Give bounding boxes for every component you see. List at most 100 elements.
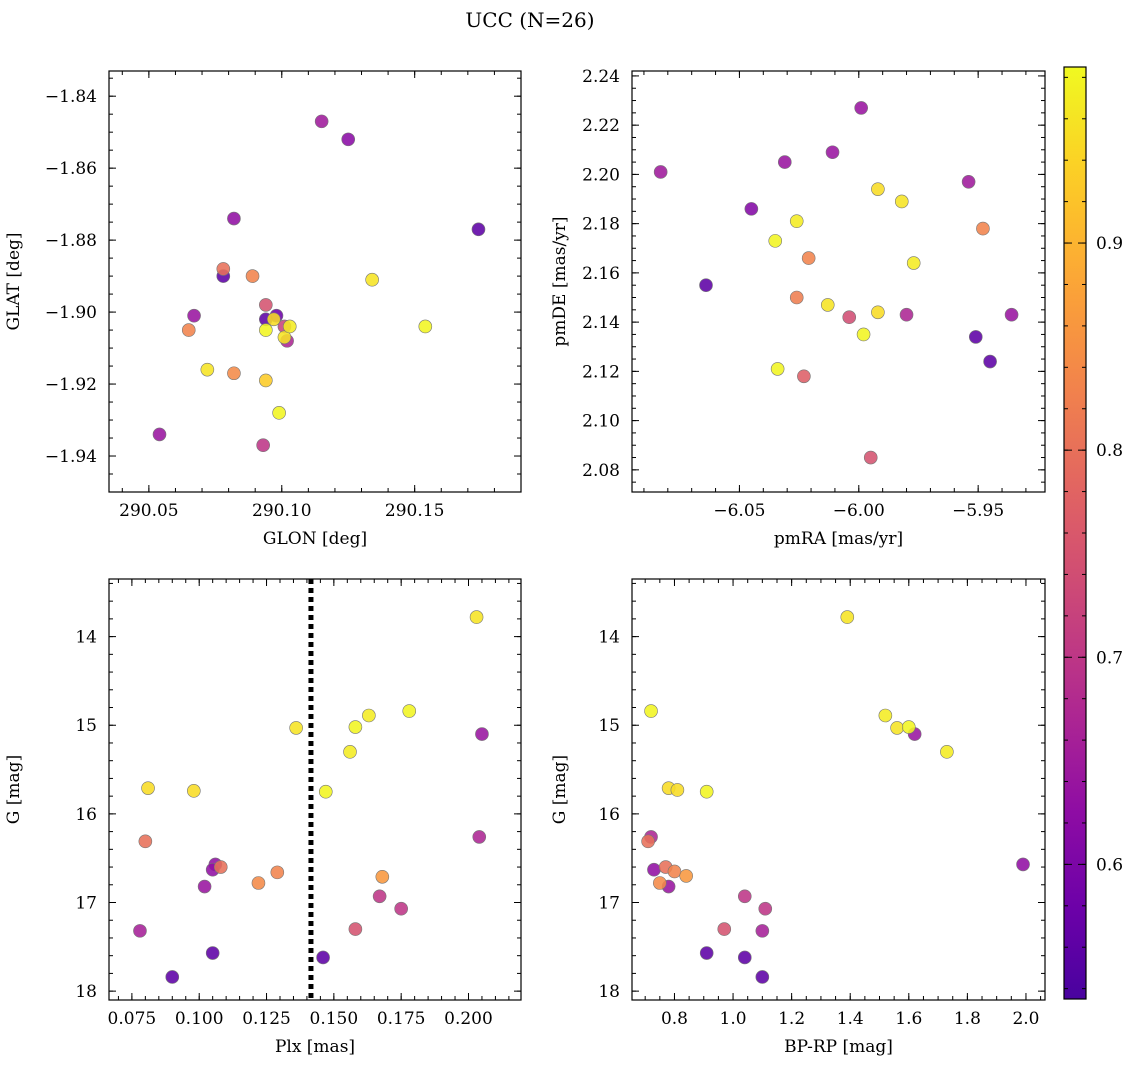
scatter-point bbox=[259, 323, 273, 337]
colorbar-tick-label: 0.9 bbox=[1096, 234, 1123, 254]
scatter-points-glon-glat bbox=[152, 114, 486, 453]
scatter-point bbox=[289, 721, 303, 735]
x-axis-label: pmRA [mas/yr] bbox=[774, 529, 903, 549]
x-tick-label: 0.200 bbox=[444, 1009, 493, 1029]
scatter-point bbox=[1016, 857, 1030, 872]
y-tick-label: 17 bbox=[598, 894, 620, 914]
scatter-point bbox=[348, 720, 363, 734]
y-tick-label: 16 bbox=[75, 805, 97, 825]
scatter-point bbox=[699, 946, 714, 960]
scatter-point bbox=[216, 262, 231, 276]
scatter-point bbox=[755, 970, 770, 984]
scatter-point bbox=[653, 876, 667, 890]
scatter-point bbox=[699, 278, 713, 292]
scatter-point bbox=[277, 330, 292, 345]
scatter-point bbox=[245, 269, 260, 283]
x-tick-label: −6.05 bbox=[713, 501, 765, 521]
scatter-point bbox=[270, 865, 285, 880]
scatter-point bbox=[871, 305, 885, 320]
scatter-point bbox=[343, 745, 357, 759]
axis-ticks bbox=[632, 71, 1045, 492]
scatter-point bbox=[940, 745, 954, 759]
scatter-point bbox=[475, 727, 489, 741]
scatter-point bbox=[755, 924, 770, 938]
y-axis-label: G [mag] bbox=[550, 755, 570, 824]
scatter-point bbox=[141, 781, 155, 795]
y-tick-label: 2.20 bbox=[582, 165, 620, 185]
tick-labels: 0.8 1.0 1.2 1.4 1.6 1.8 2.0 14 15 16 17 18 bbox=[598, 628, 1039, 1029]
scatter-point bbox=[205, 946, 220, 960]
scatter-point bbox=[213, 860, 228, 874]
panel-bprp-g: 0.8 1.0 1.2 1.4 1.6 1.8 2.0 14 15 16 17 18 BP-RP [m… bbox=[550, 578, 1046, 1057]
scatter-point bbox=[259, 298, 273, 312]
y-tick-label: 2.12 bbox=[582, 362, 620, 382]
y-tick-label: 2.14 bbox=[582, 313, 620, 333]
panel-pmra-pmde: −6.05 −6.00 −5.95 2.08 2.10 2.12 2.14 2.16 2.18 2… bbox=[550, 67, 1046, 549]
x-tick-label: 1.6 bbox=[895, 1009, 922, 1029]
plot-frame bbox=[108, 70, 522, 493]
scatter-point bbox=[878, 708, 893, 723]
y-tick-label: −1.86 bbox=[45, 159, 97, 179]
scatter-point bbox=[316, 950, 330, 965]
scatter-point bbox=[318, 784, 333, 799]
y-tick-label: −1.88 bbox=[45, 231, 97, 251]
scatter-point bbox=[138, 834, 153, 849]
scatter-point bbox=[653, 165, 668, 179]
x-tick-label: 290.05 bbox=[119, 501, 178, 521]
y-tick-label: 2.16 bbox=[582, 264, 620, 284]
scatter-point bbox=[825, 145, 840, 160]
axis-ticks bbox=[109, 71, 522, 493]
scatter-point bbox=[906, 256, 921, 270]
scatter-point bbox=[801, 251, 816, 265]
scatter-point bbox=[667, 864, 682, 879]
scatter-point bbox=[976, 221, 990, 236]
scatter-point bbox=[983, 354, 997, 369]
y-axis-label: G [mag] bbox=[4, 755, 24, 824]
x-tick-label: −6.00 bbox=[833, 501, 885, 521]
panel-glon-glat: 290.05 290.10 290.15 −1.84 −1.86 −1.88 −1.90 −1… bbox=[4, 70, 522, 549]
scatter-points-pmra-pmde bbox=[653, 101, 1019, 465]
scatter-point bbox=[968, 330, 983, 344]
scatter-point bbox=[856, 327, 871, 342]
scatter-point bbox=[699, 784, 714, 799]
scatter-point bbox=[266, 312, 281, 327]
y-tick-label: 2.08 bbox=[582, 461, 620, 481]
colorbar-tick-labels: 0.6 0.7 0.8 0.9 bbox=[1096, 234, 1123, 875]
scatter-point bbox=[894, 194, 909, 209]
scatter-point bbox=[418, 319, 433, 334]
x-tick-label: 1.2 bbox=[778, 1009, 805, 1029]
x-tick-label: −5.95 bbox=[952, 501, 1004, 521]
scatter-point bbox=[871, 182, 885, 196]
colorbar-ticks bbox=[1064, 76, 1086, 990]
y-tick-label: −1.90 bbox=[45, 303, 97, 323]
scatter-point bbox=[200, 362, 215, 377]
scatter-point bbox=[679, 869, 693, 883]
colorbar-tick-label: 0.7 bbox=[1096, 648, 1123, 668]
scatter-point bbox=[341, 132, 356, 147]
x-tick-label: 1.8 bbox=[954, 1009, 981, 1029]
plot-frame bbox=[108, 578, 522, 1001]
x-tick-label: 290.15 bbox=[385, 501, 444, 521]
y-tick-label: 18 bbox=[75, 982, 97, 1002]
scatter-point bbox=[777, 155, 792, 169]
colorbar-tick-label: 0.8 bbox=[1096, 441, 1123, 461]
scatter-point bbox=[282, 319, 297, 334]
axis-ticks bbox=[109, 579, 521, 1000]
x-tick-label: 0.075 bbox=[108, 1009, 157, 1029]
scatter-point bbox=[797, 369, 811, 384]
scatter-point bbox=[670, 783, 685, 797]
x-tick-label: 0.125 bbox=[242, 1009, 291, 1029]
scatter-point bbox=[717, 922, 732, 936]
scatter-point bbox=[472, 830, 487, 844]
scatter-point bbox=[197, 879, 212, 894]
scatter-point bbox=[187, 308, 201, 323]
tick-labels: −6.05 −6.00 −5.95 2.08 2.10 2.12 2.14 2.16 2.18 2… bbox=[582, 67, 1004, 521]
scatter-point bbox=[272, 406, 286, 420]
y-tick-label: 2.24 bbox=[582, 67, 620, 87]
scatter-point bbox=[365, 272, 379, 287]
y-tick-label: 15 bbox=[598, 716, 620, 736]
y-tick-label: 2.18 bbox=[582, 215, 620, 235]
x-tick-label: 1.0 bbox=[720, 1009, 747, 1029]
scatter-point bbox=[394, 901, 408, 916]
scatter-points-bprp-g bbox=[641, 610, 1030, 984]
